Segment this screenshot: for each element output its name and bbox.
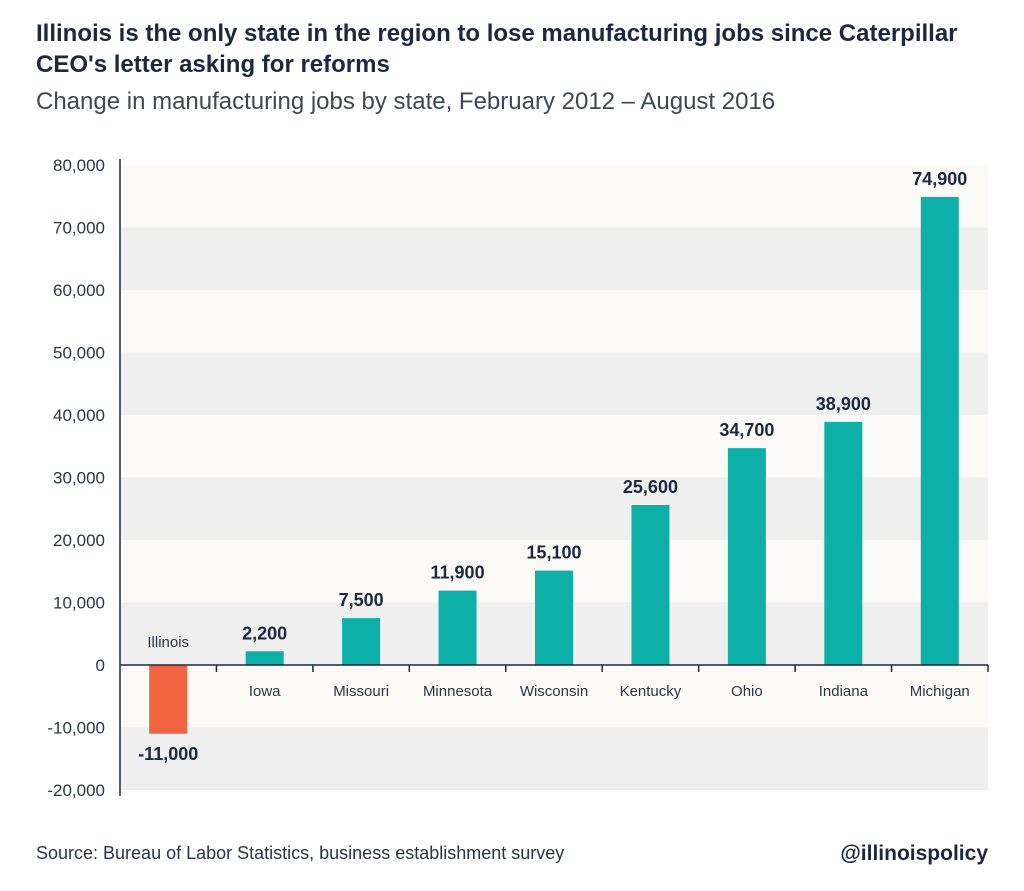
bar-illinois [149, 665, 188, 734]
bar-ohio [727, 448, 766, 665]
bar-wisconsin [535, 570, 573, 665]
source-note: Source: Bureau of Labor Statistics, busi… [36, 843, 565, 863]
bar-kentucky [631, 505, 670, 665]
y-tick-label: 20,000 [53, 531, 105, 550]
category-label: Indiana [819, 683, 869, 700]
category-label: Michigan [910, 683, 970, 700]
value-label: 7,500 [339, 590, 384, 610]
category-label: Missouri [333, 683, 389, 700]
y-tick-label: 60,000 [53, 281, 105, 300]
bars [149, 196, 959, 734]
y-tick-label: 70,000 [53, 219, 105, 238]
grid-band [120, 290, 988, 353]
y-tick-label: 40,000 [53, 406, 105, 425]
axes [119, 159, 989, 796]
value-label: 2,200 [242, 623, 287, 643]
brand-handle: @illinoispolicy [840, 842, 988, 865]
y-tick-label: 30,000 [53, 469, 105, 488]
value-label: -11,000 [138, 744, 198, 764]
grid-band [120, 665, 988, 728]
category-label: Ohio [731, 683, 763, 700]
grid-band [120, 165, 988, 228]
value-label: 74,900 [912, 169, 967, 189]
chart-title: Illinois is the only state in the region… [36, 20, 958, 78]
grid-band [120, 352, 988, 415]
value-label: 38,900 [816, 394, 871, 414]
y-tick-label: 80,000 [53, 156, 105, 175]
category-label: Illinois [147, 634, 189, 651]
bar-missouri [342, 618, 381, 665]
category-label: Iowa [249, 683, 281, 700]
bar-minnesota [438, 590, 477, 665]
bar-michigan [920, 196, 959, 665]
grid-band [120, 227, 988, 290]
value-label: 25,600 [623, 477, 678, 497]
category-label: Kentucky [620, 683, 682, 700]
value-label: 11,900 [431, 563, 485, 583]
y-tick-label: -10,000 [47, 719, 105, 738]
grid-band [120, 727, 988, 790]
y-tick-label: 50,000 [53, 344, 105, 363]
chart-subtitle: Change in manufacturing jobs by state, F… [36, 88, 776, 115]
y-tick-label: -20,000 [47, 781, 105, 800]
y-tick-label: 10,000 [53, 594, 105, 613]
value-label: 15,100 [526, 543, 581, 563]
category-label: Wisconsin [520, 683, 588, 700]
y-tick-label: 0 [96, 656, 105, 675]
value-label: 34,700 [719, 420, 774, 440]
labels: -20,000 -10,000 0 10,000 20,000 30,000 40,000 5… [47, 156, 969, 800]
bar-indiana [824, 421, 863, 665]
bar-iowa [245, 651, 284, 665]
category-label: Minnesota [423, 683, 493, 700]
